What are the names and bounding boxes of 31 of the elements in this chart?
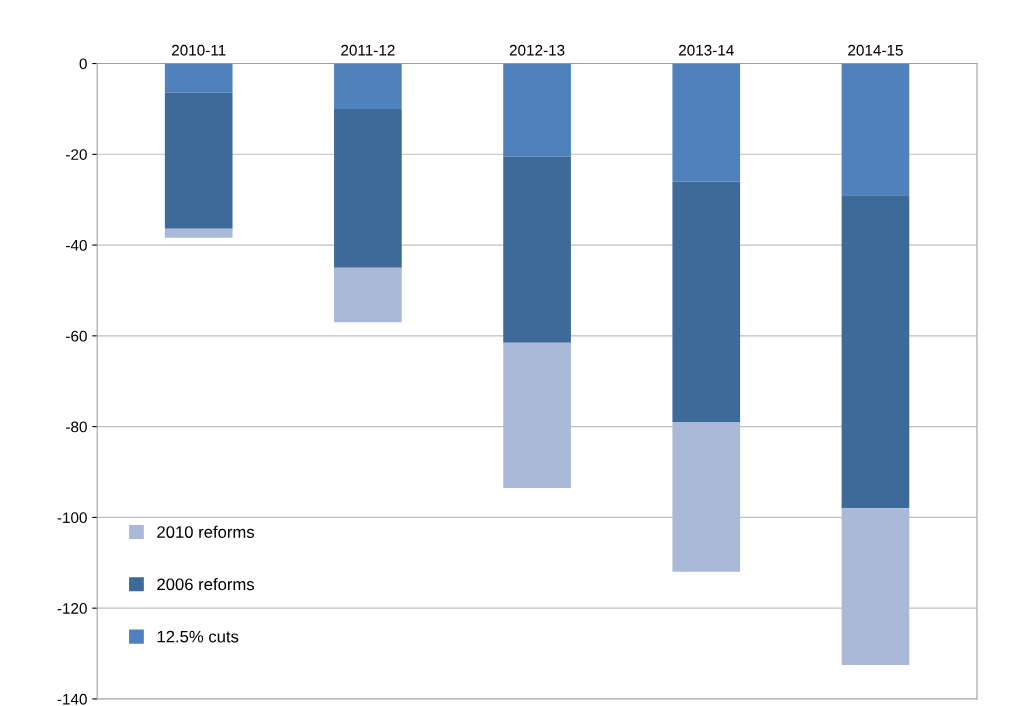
bar [334,267,402,323]
x-tick-label: 2011-12 [341,44,395,56]
bar [164,92,233,229]
y-tick-label: -100 [57,512,87,524]
bar [672,63,741,182]
y-tick-label: 0 [79,58,87,70]
legend-label: 2010 reforms [157,525,255,538]
bar [672,181,741,423]
bar [841,508,910,665]
x-tick-label: 2012-13 [509,44,565,56]
bar [672,422,741,572]
y-tick-label: -120 [57,603,87,614]
y-tick-label: -140 [57,693,87,705]
bar [334,63,402,109]
y-tick-label: -80 [66,421,87,433]
bar [503,156,571,343]
bar [503,342,571,488]
x-tick-label: 2013-14 [679,44,734,56]
y-tick-label: -60 [66,330,87,342]
bar [164,63,233,93]
bar [841,63,910,196]
bar [503,63,571,157]
legend-label: 12.5% cuts [157,630,239,643]
bar [334,108,402,268]
x-tick-label: 2014-15 [848,44,903,56]
legend-label: 2006 reforms [157,578,255,591]
bar [164,228,233,238]
x-tick-label: 2010-11 [172,44,226,56]
bar [841,195,910,509]
y-tick-label: -40 [66,239,87,251]
y-tick-label: -20 [66,149,87,160]
